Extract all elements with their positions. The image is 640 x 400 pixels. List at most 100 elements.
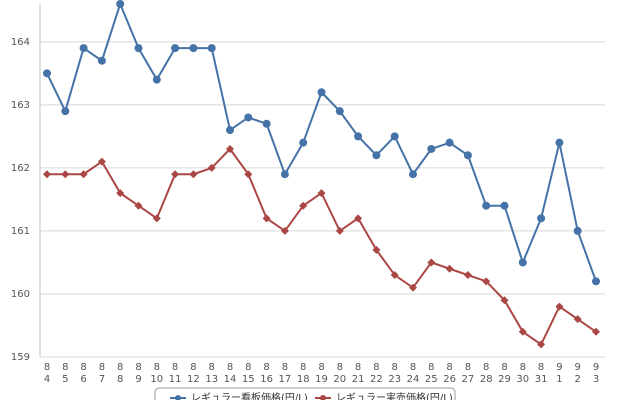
data-point	[226, 144, 234, 153]
data-point	[116, 0, 125, 8]
legend-text: レギュラー看板価格(円/L)	[191, 391, 308, 400]
y-tick-label: 164	[11, 37, 30, 48]
data-point	[171, 44, 180, 53]
data-point	[189, 170, 198, 179]
data-point	[280, 170, 289, 179]
x-tick-label: 21	[352, 374, 365, 385]
legend-marker	[320, 395, 326, 400]
x-tick-label: 24	[407, 374, 420, 385]
x-tick-label: 8	[410, 362, 416, 373]
data-point	[61, 170, 70, 179]
x-tick-label: 9	[135, 374, 141, 385]
data-point	[445, 264, 454, 273]
legend-text: レギュラー実売価格(円/L)	[336, 391, 453, 400]
data-point	[189, 44, 198, 53]
data-point	[573, 226, 582, 235]
data-point	[482, 277, 491, 286]
x-tick-label: 9	[556, 362, 562, 373]
x-tick-label: 22	[370, 374, 383, 385]
x-tick-label: 8	[263, 362, 269, 373]
x-tick-label: 8	[154, 362, 160, 373]
x-tick-label: 8	[135, 362, 141, 373]
x-tick-label: 1	[556, 374, 562, 385]
data-point	[372, 151, 381, 160]
data-point	[482, 201, 491, 210]
x-tick-label: 30	[516, 374, 529, 385]
data-point	[97, 56, 106, 65]
data-point	[43, 170, 51, 179]
x-tick-label: 18	[297, 374, 310, 385]
x-tick-label: 8	[80, 362, 86, 373]
data-point	[537, 214, 546, 223]
series-line	[47, 147, 597, 346]
x-tick-label: 8	[483, 362, 489, 373]
x-tick-label: 5	[62, 374, 68, 385]
x-tick-label: 8	[446, 362, 452, 373]
x-tick-label: 27	[462, 374, 475, 385]
x-tick-label: 3	[593, 374, 599, 385]
data-point	[61, 107, 70, 116]
x-tick-label: 9	[575, 362, 581, 373]
x-tick-label: 8	[337, 362, 343, 373]
x-tick-label: 16	[260, 374, 273, 385]
x-tick-label: 31	[535, 374, 548, 385]
x-tick-label: 8	[465, 362, 471, 373]
series-line	[46, 1, 597, 282]
y-tick-label: 159	[11, 352, 30, 363]
data-point	[354, 132, 363, 141]
data-point	[152, 214, 161, 223]
data-point	[573, 315, 582, 324]
x-tick-label: 19	[315, 374, 328, 385]
data-point	[463, 271, 472, 280]
data-point	[409, 170, 417, 179]
x-tick-label: 9	[593, 362, 599, 373]
data-point	[134, 201, 143, 210]
data-point	[317, 88, 326, 97]
data-point	[116, 189, 125, 198]
data-point	[354, 214, 363, 223]
data-point	[244, 170, 253, 179]
data-point	[299, 138, 308, 147]
x-tick-label: 11	[169, 374, 182, 385]
data-point	[226, 126, 234, 135]
x-tick-label: 2	[575, 374, 581, 385]
data-point	[500, 201, 509, 210]
data-point	[317, 189, 326, 198]
x-tick-label: 13	[205, 374, 218, 385]
x-tick-label: 8	[117, 374, 123, 385]
x-tick-label: 23	[388, 374, 401, 385]
data-point	[555, 138, 564, 147]
data-point	[592, 327, 600, 336]
data-point	[207, 163, 216, 172]
x-tick-label: 8	[392, 362, 398, 373]
data-point	[427, 144, 436, 153]
data-point	[518, 258, 527, 267]
x-tick-label: 7	[99, 374, 105, 385]
x-tick-label: 8	[44, 362, 50, 373]
data-point	[592, 277, 600, 286]
data-point	[390, 132, 399, 141]
data-point	[262, 119, 271, 128]
x-tick-label: 8	[190, 362, 196, 373]
x-tick-label: 8	[300, 362, 306, 373]
data-point	[427, 258, 436, 267]
x-tick-label: 4	[44, 374, 50, 385]
x-tick-label: 8	[318, 362, 324, 373]
y-tick-label: 160	[11, 289, 30, 300]
x-tick-label: 20	[333, 374, 346, 385]
data-point	[134, 44, 143, 53]
data-point	[463, 151, 472, 160]
x-tick-label: 15	[242, 374, 255, 385]
data-point	[97, 157, 106, 166]
data-point	[207, 44, 216, 53]
x-tick-label: 8	[520, 362, 526, 373]
data-point	[152, 75, 161, 84]
data-point	[372, 245, 381, 254]
x-tick-label: 10	[150, 374, 163, 385]
x-tick-label: 14	[224, 374, 237, 385]
data-point	[518, 327, 527, 336]
x-tick-label: 28	[480, 374, 493, 385]
y-tick-label: 162	[11, 163, 30, 174]
x-tick-label: 8	[117, 362, 123, 373]
